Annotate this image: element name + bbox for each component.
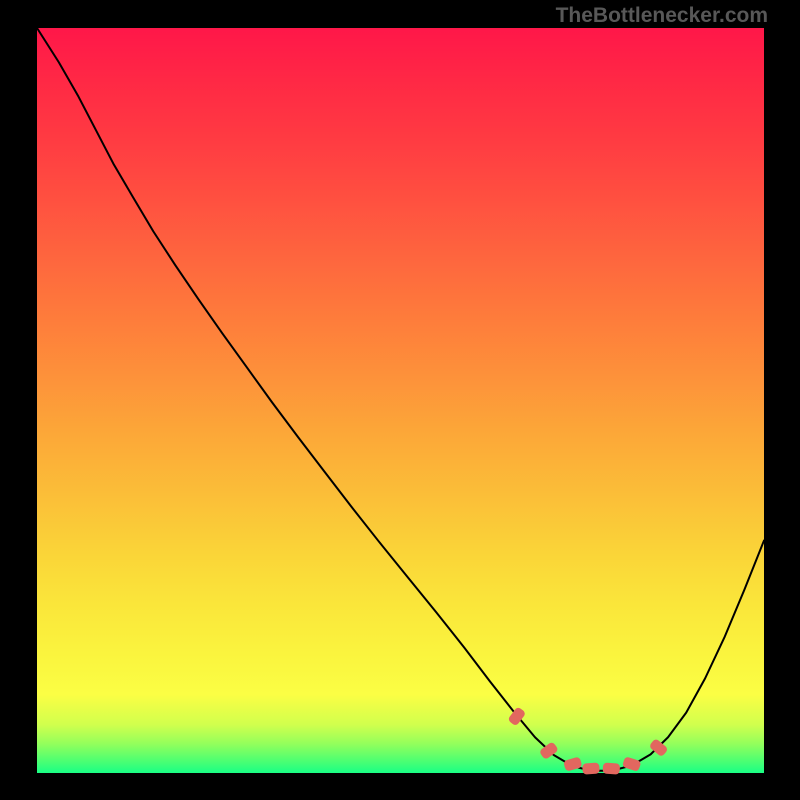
chart-svg — [0, 0, 800, 800]
highlight-marker — [582, 762, 600, 774]
gradient-background — [37, 28, 764, 773]
chart-stage: TheBottlenecker.com — [0, 0, 800, 800]
highlight-marker — [602, 762, 620, 774]
